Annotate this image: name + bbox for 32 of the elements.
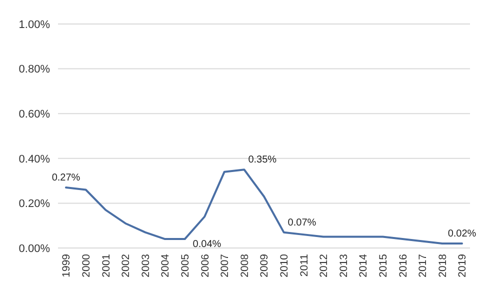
x-tick-label: 2019 (456, 254, 469, 278)
x-tick-label: 2016 (397, 254, 410, 278)
data-label: 0.35% (248, 154, 277, 166)
y-tick-label: 0.80% (18, 64, 50, 76)
data-label: 0.04% (192, 239, 222, 250)
x-tick-label: 1999 (60, 254, 73, 278)
x-tick-label: 2015 (377, 254, 390, 278)
x-tick-label: 2011 (298, 254, 310, 277)
x-tick-label: 2005 (179, 254, 192, 278)
y-tick-label: 1.00% (18, 18, 50, 31)
x-tick-label: 2012 (318, 254, 330, 278)
x-tick-label: 2006 (199, 254, 212, 278)
x-tick-label: 2017 (417, 254, 430, 278)
y-tick-label: 0.20% (18, 198, 50, 210)
x-tick-label: 2004 (160, 254, 172, 278)
x-tick-label: 2000 (80, 254, 92, 278)
x-tick-label: 2001 (100, 254, 112, 278)
y-tick-label: 0.60% (18, 108, 50, 120)
x-tick-label: 2008 (238, 254, 251, 278)
x-tick-label: 2003 (140, 254, 152, 278)
x-tick-label: 2010 (278, 254, 290, 278)
x-tick-label: 2002 (120, 254, 132, 278)
data-label: 0.27% (52, 172, 80, 184)
x-tick-label: 2014 (358, 254, 370, 278)
data-label: 0.02% (448, 228, 476, 240)
y-tick-label: 0.00% (18, 242, 50, 255)
data-label: 0.07% (288, 217, 316, 228)
x-tick-label: 2007 (219, 254, 232, 278)
y-tick-label: 0.40% (18, 153, 50, 166)
x-tick-label: 2018 (436, 254, 449, 278)
x-tick-label: 2013 (338, 254, 350, 278)
x-tick-label: 2009 (258, 254, 271, 278)
